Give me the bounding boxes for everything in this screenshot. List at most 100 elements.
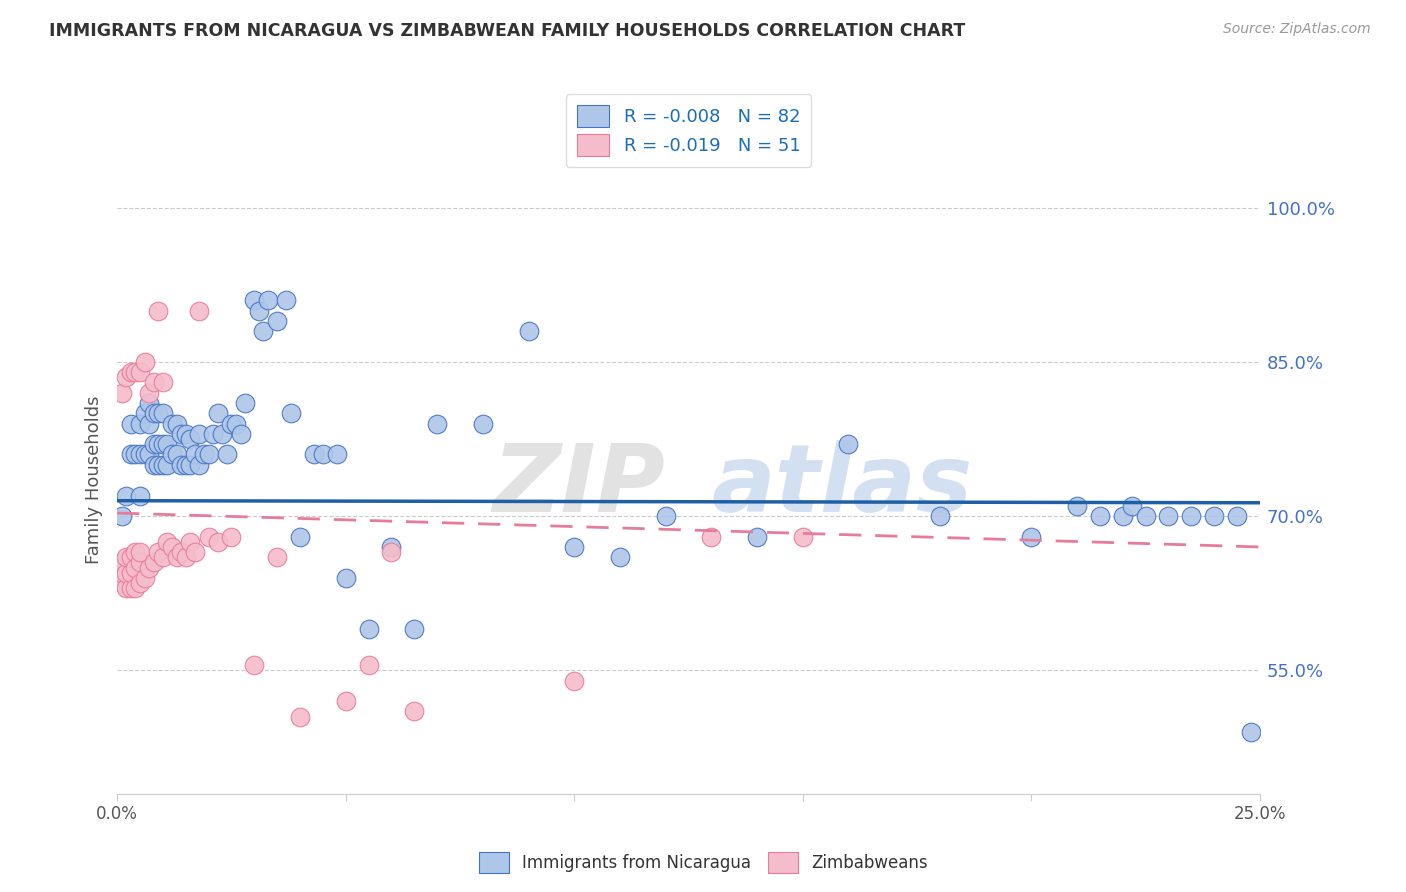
Point	[134, 355, 156, 369]
Point	[202, 426, 225, 441]
Point	[115, 550, 138, 565]
Point	[148, 458, 170, 472]
Point	[837, 437, 859, 451]
Point	[134, 447, 156, 461]
Point	[404, 622, 426, 636]
Point	[243, 293, 266, 308]
Point	[124, 365, 146, 379]
Point	[1240, 725, 1263, 739]
Point	[179, 432, 201, 446]
Point	[138, 385, 160, 400]
Text: IMMIGRANTS FROM NICARAGUA VS ZIMBABWEAN FAMILY HOUSEHOLDS CORRELATION CHART: IMMIGRANTS FROM NICARAGUA VS ZIMBABWEAN …	[49, 22, 966, 40]
Point	[170, 458, 193, 472]
Point	[380, 545, 402, 559]
Point	[120, 417, 142, 431]
Point	[745, 530, 768, 544]
Point	[148, 406, 170, 420]
Point	[1066, 499, 1088, 513]
Point	[120, 581, 142, 595]
Point	[170, 426, 193, 441]
Point	[124, 560, 146, 574]
Point	[138, 447, 160, 461]
Point	[280, 406, 302, 420]
Point	[257, 293, 280, 308]
Point	[357, 622, 380, 636]
Point	[184, 545, 207, 559]
Point	[1157, 509, 1180, 524]
Point	[148, 545, 170, 559]
Point	[120, 365, 142, 379]
Point	[335, 571, 357, 585]
Point	[179, 458, 201, 472]
Point	[166, 550, 188, 565]
Point	[120, 566, 142, 580]
Point	[276, 293, 298, 308]
Point	[160, 417, 183, 431]
Point	[129, 545, 152, 559]
Y-axis label: Family Households: Family Households	[86, 396, 103, 565]
Point	[124, 447, 146, 461]
Point	[152, 437, 174, 451]
Point	[207, 534, 229, 549]
Point	[174, 550, 197, 565]
Point	[928, 509, 950, 524]
Point	[562, 673, 585, 688]
Point	[188, 303, 211, 318]
Point	[654, 509, 676, 524]
Point	[1121, 499, 1143, 513]
Point	[166, 447, 188, 461]
Point	[115, 489, 138, 503]
Point	[174, 426, 197, 441]
Point	[335, 694, 357, 708]
Point	[138, 560, 160, 574]
Point	[221, 530, 243, 544]
Point	[1088, 509, 1111, 524]
Point	[120, 447, 142, 461]
Point	[111, 555, 134, 569]
Point	[1204, 509, 1226, 524]
Point	[160, 540, 183, 554]
Point	[115, 566, 138, 580]
Point	[129, 555, 152, 569]
Point	[221, 417, 243, 431]
Point	[156, 458, 179, 472]
Text: Source: ZipAtlas.com: Source: ZipAtlas.com	[1223, 22, 1371, 37]
Point	[129, 576, 152, 591]
Point	[115, 370, 138, 384]
Point	[404, 705, 426, 719]
Point	[148, 437, 170, 451]
Point	[207, 406, 229, 420]
Point	[124, 581, 146, 595]
Point	[111, 576, 134, 591]
Point	[142, 376, 165, 390]
Point	[266, 550, 288, 565]
Point	[142, 458, 165, 472]
Point	[312, 447, 335, 461]
Point	[115, 581, 138, 595]
Point	[211, 426, 233, 441]
Text: ZIP: ZIP	[492, 441, 665, 533]
Point	[609, 550, 631, 565]
Point	[380, 540, 402, 554]
Text: atlas: atlas	[711, 441, 973, 533]
Point	[111, 566, 134, 580]
Point	[215, 447, 238, 461]
Point	[166, 417, 188, 431]
Point	[325, 447, 347, 461]
Legend: Immigrants from Nicaragua, Zimbabweans: Immigrants from Nicaragua, Zimbabweans	[472, 846, 934, 880]
Point	[1226, 509, 1249, 524]
Point	[179, 534, 201, 549]
Point	[152, 458, 174, 472]
Point	[170, 545, 193, 559]
Point	[188, 426, 211, 441]
Point	[229, 426, 252, 441]
Point	[193, 447, 215, 461]
Point	[700, 530, 723, 544]
Point	[426, 417, 449, 431]
Point	[1019, 530, 1042, 544]
Point	[152, 550, 174, 565]
Point	[517, 324, 540, 338]
Point	[233, 396, 256, 410]
Point	[156, 437, 179, 451]
Point	[302, 447, 325, 461]
